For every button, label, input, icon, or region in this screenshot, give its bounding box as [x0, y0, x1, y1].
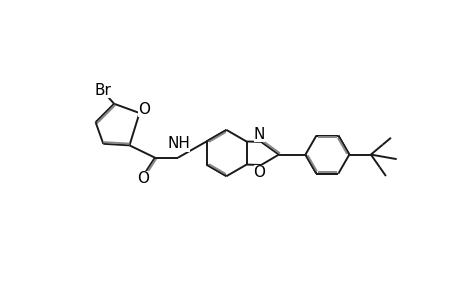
Text: Br: Br — [95, 83, 112, 98]
Text: N: N — [253, 127, 265, 142]
Text: O: O — [253, 165, 265, 180]
Text: O: O — [137, 171, 149, 186]
Text: NH: NH — [167, 136, 190, 152]
Text: O: O — [138, 102, 150, 117]
